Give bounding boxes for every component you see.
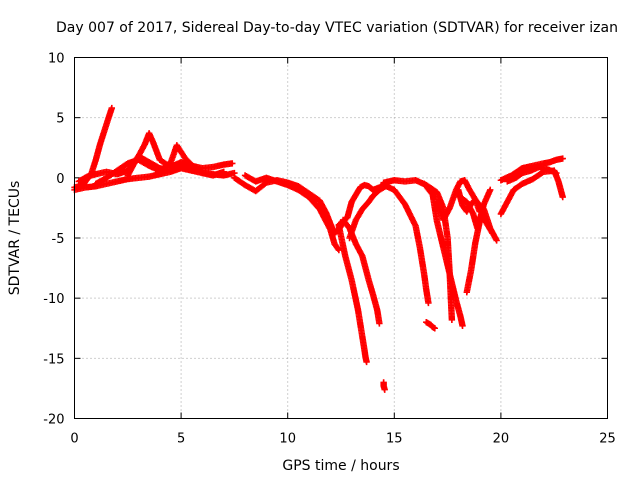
series-track-evening-3 [420, 180, 466, 330]
series-track-evening-7 [463, 213, 496, 296]
series-track-mid-3 [124, 152, 195, 179]
series-track-outlier [380, 379, 388, 393]
tick-labels: 0 5 10 15 20 25 -20 -15 -10 -5 0 5 10 [43, 52, 616, 447]
series-track-evening-8 [423, 319, 439, 332]
y-axis-label: SDTVAR / TECUs [7, 181, 23, 296]
x-tick-label: 0 [70, 432, 78, 447]
data-point [425, 299, 432, 307]
data-point [448, 316, 456, 324]
y-tick-label: -10 [43, 292, 64, 307]
data-point [559, 193, 566, 201]
series-track-day-2 [241, 172, 343, 254]
data-point [459, 322, 466, 330]
chart-title: Day 007 of 2017, Sidereal Day-to-day VTE… [56, 20, 618, 36]
series-track-evening-1 [380, 181, 432, 307]
data-point [376, 320, 383, 327]
data-point [229, 160, 236, 167]
x-axis-label: GPS time / hours [282, 458, 399, 474]
x-tick-label: 10 [279, 432, 296, 447]
data-point [363, 358, 370, 366]
data-point [489, 229, 496, 237]
data-point [220, 168, 227, 176]
series-track-night-3 [504, 163, 560, 185]
y-tick-label: -15 [43, 352, 64, 367]
y-tick-label: -20 [43, 413, 64, 428]
x-tick-label: 15 [386, 432, 403, 447]
x-tick-label: 20 [493, 432, 510, 447]
data-point [381, 386, 388, 393]
data-point [431, 325, 439, 332]
series-track-recover-2 [346, 183, 389, 242]
data-point [108, 104, 116, 112]
plot-frame [74, 57, 608, 419]
x-tick-label: 5 [177, 432, 185, 447]
data-marks [71, 104, 566, 393]
y-tick-label: 5 [56, 112, 64, 127]
data-point [493, 237, 500, 244]
data-point [487, 186, 494, 194]
y-tick-label: -5 [52, 232, 65, 247]
y-tick-label: 0 [56, 172, 64, 187]
y-tick-label: 10 [48, 52, 65, 67]
x-tick-label: 25 [599, 432, 616, 447]
data-point [188, 166, 195, 173]
data-point [334, 245, 342, 253]
data-point [553, 169, 560, 177]
data-point [559, 155, 566, 162]
